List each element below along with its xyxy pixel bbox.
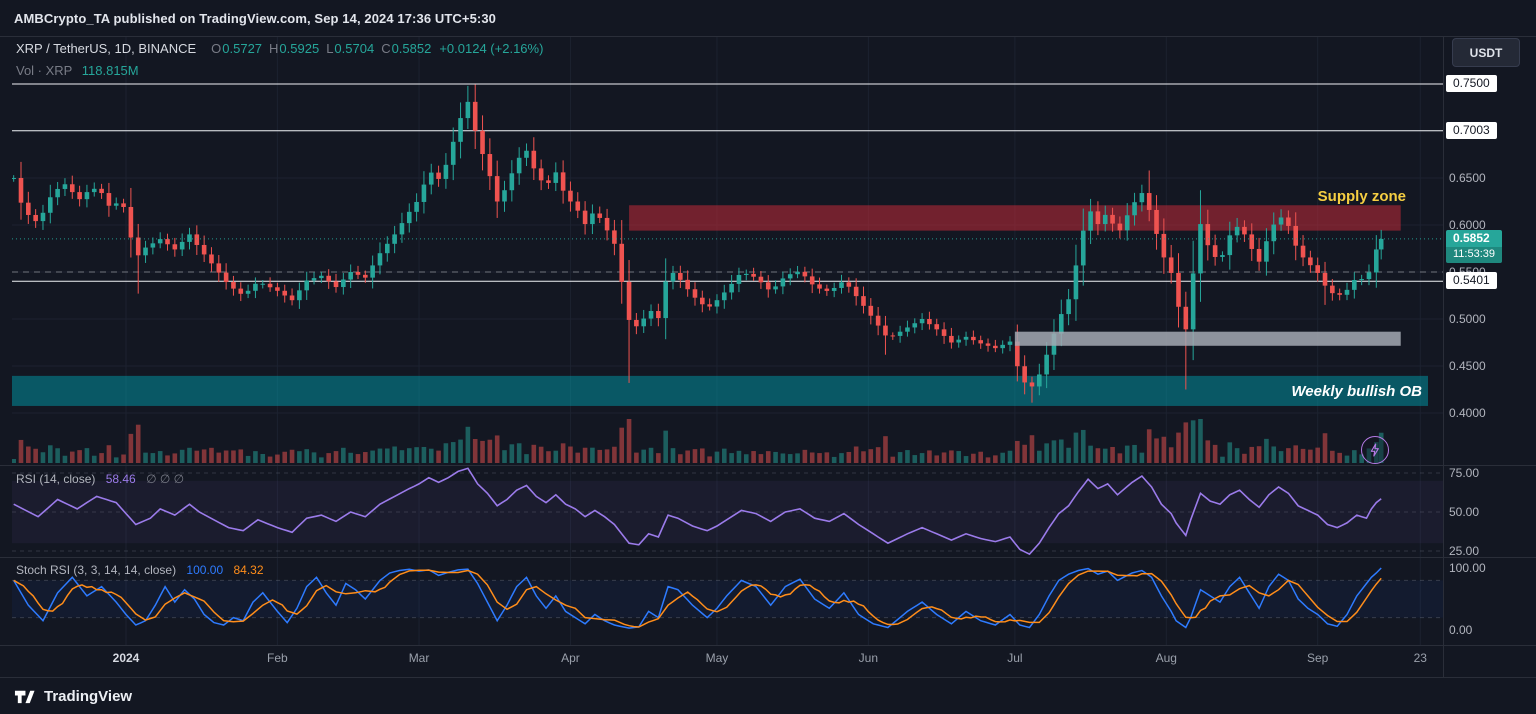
ohlc-letter: H: [269, 41, 279, 56]
lightning-icon[interactable]: [1361, 436, 1389, 464]
ohlc-value: 0.5727: [222, 41, 263, 56]
lightning-bolt-glyph: [1370, 443, 1379, 457]
ohlc-value: 0.5852: [391, 41, 432, 56]
stoch-title[interactable]: Stoch RSI (3, 3, 14, 14, close): [16, 563, 177, 577]
tradingview-logo-icon[interactable]: [14, 686, 35, 707]
stoch-legend: Stoch RSI (3, 3, 14, 14, close) 100.00 8…: [16, 563, 264, 577]
volume-label[interactable]: Vol · XRP: [16, 63, 73, 78]
brand-name[interactable]: TradingView: [44, 688, 133, 705]
rsi-extra-values: ∅ ∅ ∅: [146, 472, 185, 486]
stoch-d-value: 84.32: [233, 563, 264, 577]
rsi-legend: RSI (14, close) 58.46 ∅ ∅ ∅: [16, 472, 184, 486]
currency-toggle-button[interactable]: USDT: [1452, 38, 1520, 67]
supply-zone-label: Supply zone: [1317, 188, 1406, 205]
ohlc-value: 0.5704: [334, 41, 375, 56]
publish-header: AMBCrypto_TA published on TradingView.co…: [0, 0, 1536, 36]
stoch-k-value: 100.00: [186, 563, 224, 577]
ohlc-letter: O: [211, 41, 222, 56]
rsi-value: 58.46: [105, 472, 136, 486]
rsi-title[interactable]: RSI (14, close): [16, 472, 96, 486]
symbol-title[interactable]: XRP / TetherUS, 1D, BINANCE: [16, 41, 197, 56]
footer: TradingView: [0, 677, 1536, 714]
volume-legend: Vol · XRP 118.815M: [16, 63, 139, 78]
ohlc-letter: L: [326, 41, 334, 56]
ohlc-values: O0.5727 H0.5925 L0.5704 C0.5852: [204, 41, 431, 56]
volume-value: 118.815M: [81, 63, 139, 78]
ohlc-letter: C: [381, 41, 391, 56]
publish-info: AMBCrypto_TA published on TradingView.co…: [14, 10, 496, 26]
price-change: +0.0124 (+2.16%): [439, 41, 544, 56]
symbol-legend: XRP / TetherUS, 1D, BINANCE O0.5727 H0.59…: [16, 41, 543, 56]
bullish-ob-label: Weekly bullish OB: [1291, 383, 1422, 400]
ohlc-value: 0.5925: [279, 41, 320, 56]
